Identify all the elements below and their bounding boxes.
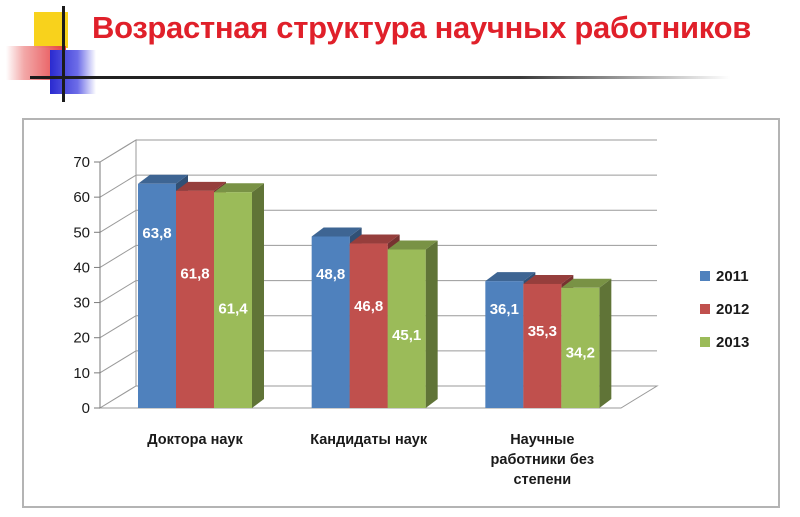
legend-label: 2011 <box>716 268 749 285</box>
data-label: 61,4 <box>218 301 248 318</box>
bar-top <box>138 174 188 184</box>
data-label: 36,1 <box>490 301 519 318</box>
bar-top <box>561 278 612 288</box>
bar <box>485 281 524 408</box>
bar-side <box>425 240 438 408</box>
y-tick-label: 20 <box>73 330 90 347</box>
y-tick-label: 0 <box>82 400 90 417</box>
chart-side-wall <box>99 139 137 409</box>
bar-top <box>349 234 400 244</box>
y-tick-label: 60 <box>73 189 90 206</box>
decor-horizontal-line <box>30 76 730 79</box>
bar <box>349 243 388 408</box>
data-label: 61,8 <box>180 265 209 282</box>
bar-side <box>599 278 612 408</box>
gridline-side <box>99 280 137 303</box>
y-tick-label: 30 <box>73 295 90 312</box>
gridline-side <box>99 139 137 163</box>
bar <box>138 183 176 408</box>
x-category-label: Научные <box>510 432 574 448</box>
bar <box>176 190 214 408</box>
y-tick-label: 40 <box>73 259 90 276</box>
y-tick-label: 70 <box>73 154 90 171</box>
x-category-label: Доктора наук <box>147 432 243 448</box>
bar <box>387 249 426 408</box>
decor-blue-square <box>50 50 96 94</box>
legend-label: 2012 <box>716 301 749 318</box>
bar-chart: 0 10 20 30 40 50 60 70 63,8 61,8 61,4 Доктора наук 4… <box>73 139 749 488</box>
x-category-label: степени <box>513 472 571 488</box>
legend-label: 2013 <box>716 334 749 351</box>
x-category-label: Кандидаты наук <box>310 432 428 448</box>
data-label: 35,3 <box>528 323 557 340</box>
data-label: 46,8 <box>354 298 383 315</box>
bar <box>561 287 600 408</box>
data-label: 48,8 <box>316 266 345 283</box>
bar <box>523 283 562 408</box>
page-title: Возрастная структура научных работников <box>92 10 751 45</box>
legend-swatch <box>700 304 710 314</box>
bar <box>214 192 252 408</box>
bar-top <box>214 183 264 193</box>
bar <box>311 236 350 408</box>
x-category-label: работники без <box>491 452 595 468</box>
legend-swatch <box>700 337 710 347</box>
gridline-side <box>99 245 137 268</box>
data-label: 34,2 <box>566 345 595 362</box>
legend-swatch <box>700 271 710 281</box>
gridline-side <box>99 209 137 233</box>
data-label: 45,1 <box>392 327 421 344</box>
bar-side <box>252 183 264 408</box>
y-tick-label: 10 <box>73 365 90 382</box>
gridline-side <box>99 350 137 374</box>
bar-top <box>311 227 362 237</box>
bar-top <box>387 240 438 250</box>
chart-frame: 0 10 20 30 40 50 60 70 63,8 61,8 61,4 Доктора наук 4… <box>22 118 780 508</box>
y-tick-label: 50 <box>73 224 90 241</box>
bar-top <box>523 274 574 284</box>
bar-top <box>176 181 226 191</box>
gridline-side <box>99 174 137 198</box>
bar-top <box>485 272 536 282</box>
decor-vertical-line <box>62 6 65 102</box>
gridline-side <box>99 315 137 339</box>
data-label: 63,8 <box>142 225 171 242</box>
